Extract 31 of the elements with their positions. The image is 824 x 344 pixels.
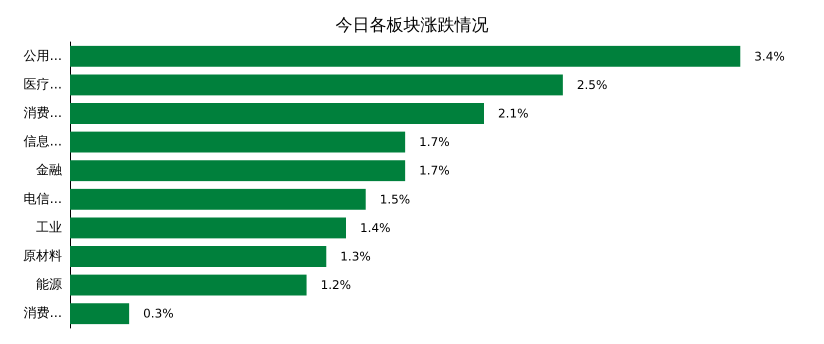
- y-tick-label: 消费...: [24, 106, 62, 121]
- data-label: 3.4%: [754, 49, 785, 64]
- bar: [70, 246, 326, 267]
- bar: [70, 46, 740, 67]
- bar: [70, 160, 406, 182]
- y-tick-label: 信息...: [24, 134, 62, 150]
- data-label: 1.4%: [360, 220, 390, 235]
- y-tick-label: 能源: [36, 278, 62, 293]
- y-tick-label: 原材料: [23, 249, 62, 264]
- data-label: 2.1%: [498, 106, 528, 120]
- y-tick-label: 电信...: [24, 192, 62, 207]
- data-label: 2.5%: [576, 78, 608, 92]
- bar: [70, 103, 484, 124]
- y-tick-label: 医疗...: [24, 77, 62, 92]
- y-tick-label: 公用...: [24, 48, 62, 64]
- bar: [70, 274, 307, 296]
- data-label: 0.3%: [143, 306, 174, 321]
- data-label: 1.2%: [320, 278, 352, 292]
- bar: [70, 132, 406, 153]
- bar: [70, 74, 563, 96]
- data-label: 1.3%: [340, 250, 371, 264]
- bar: [70, 188, 366, 210]
- y-tick-label: 消费...: [24, 306, 62, 322]
- y-tick-label: 金融: [36, 163, 62, 178]
- y-tick-label: 工业: [36, 220, 62, 236]
- data-label: 1.7%: [419, 135, 450, 150]
- chart-title: 今日各板块涨跌情况: [336, 16, 488, 36]
- bar: [70, 217, 346, 238]
- data-label: 1.7%: [419, 164, 450, 178]
- bar: [70, 303, 130, 324]
- data-label: 1.5%: [380, 192, 410, 206]
